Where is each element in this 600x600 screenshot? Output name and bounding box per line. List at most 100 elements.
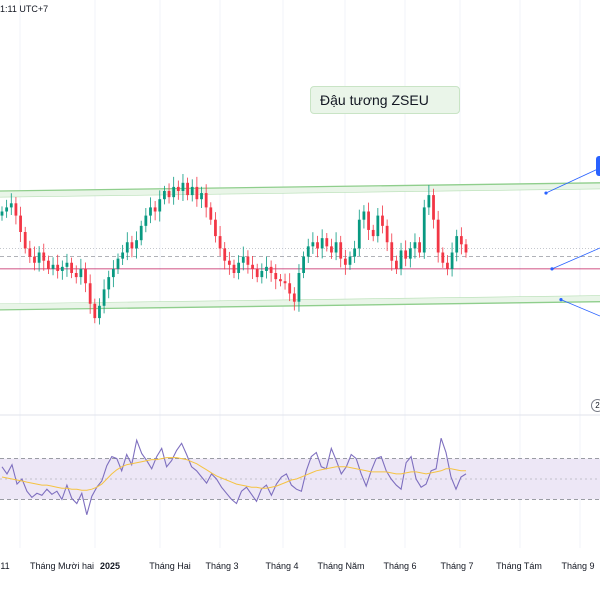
candle-body: [37, 252, 41, 263]
candle: [181, 173, 185, 202]
price-label-tab[interactable]: [596, 156, 600, 176]
candle: [37, 246, 41, 272]
candle-body: [116, 258, 120, 269]
candle-body: [181, 182, 185, 191]
candle-body: [28, 248, 32, 257]
candle-body: [84, 268, 87, 284]
candle-body: [297, 273, 301, 302]
candle-body: [149, 207, 152, 216]
candle: [279, 274, 282, 287]
candle: [306, 238, 310, 263]
candle-body: [65, 262, 69, 267]
candle: [23, 226, 27, 254]
candle: [251, 255, 254, 279]
candle-body: [385, 225, 389, 243]
candle: [9, 193, 13, 215]
x-axis-tick-label: Tháng 4: [265, 561, 298, 571]
candle-body: [427, 195, 431, 208]
candle-body: [464, 244, 468, 253]
candle-body: [441, 252, 445, 263]
candle-body: [446, 262, 449, 269]
candle: [464, 239, 468, 258]
candle-body: [176, 186, 180, 191]
candle-body: [23, 232, 27, 249]
candle-body: [111, 268, 115, 278]
candle: [441, 247, 445, 268]
candle: [385, 219, 389, 252]
candle: [28, 240, 32, 263]
candle-body: [279, 279, 282, 282]
candle-body: [316, 242, 319, 249]
candle-body: [432, 195, 435, 220]
candle-body: [74, 273, 78, 278]
candle-body: [395, 260, 398, 269]
candle: [376, 208, 380, 243]
candle-body: [348, 256, 352, 265]
timestamp-label: 1:11 UTC+7: [0, 4, 49, 14]
candle: [209, 202, 213, 225]
candle: [283, 273, 287, 290]
candle-body: [353, 248, 357, 257]
candle-body: [144, 215, 148, 226]
candle-body: [357, 219, 361, 249]
candle: [121, 244, 125, 266]
x-axis-tick-label: Tháng 3: [205, 561, 238, 571]
candle-body: [265, 266, 268, 271]
candle-body: [241, 256, 245, 263]
candle-body: [135, 240, 138, 249]
candle-body: [269, 266, 273, 273]
candle: [111, 260, 115, 288]
candle: [297, 264, 301, 312]
candle: [274, 264, 278, 290]
candle-body: [98, 305, 101, 319]
candle-body: [413, 242, 417, 249]
candle-body: [376, 215, 380, 237]
candle-body: [9, 203, 13, 208]
x-axis-tick-label: Tháng Hai: [149, 561, 191, 571]
candle-body: [107, 277, 111, 290]
x-axis-tick-label: Tháng 6: [383, 561, 416, 571]
candle: [450, 242, 454, 277]
candle-body: [399, 250, 403, 269]
candle-body: [408, 248, 412, 259]
candle: [320, 229, 324, 259]
candle-body: [139, 225, 143, 241]
callout-line: [560, 299, 600, 317]
x-axis-tick-label: Tháng Tám: [496, 561, 542, 571]
candle: [65, 253, 69, 277]
x-axis-tick-label: Tháng Năm: [317, 561, 364, 571]
candle: [237, 255, 241, 280]
upper-channel-line: [0, 182, 600, 192]
event-marker-icon[interactable]: 2: [591, 399, 600, 412]
candle: [427, 185, 431, 215]
chart-title-annotation[interactable]: Đậu tương ZSEU: [310, 86, 460, 114]
candle: [33, 246, 36, 271]
candle: [214, 212, 217, 243]
candle: [14, 196, 18, 225]
candle-body: [343, 258, 347, 265]
candle-body: [311, 242, 315, 247]
candle: [288, 273, 292, 302]
candle-body: [214, 219, 217, 237]
candle: [218, 226, 222, 256]
candle: [84, 262, 87, 293]
x-axis: 11 Tháng Mười hai 2025 Tháng Hai Tháng 3 Thán…: [0, 561, 594, 571]
candle: [422, 199, 426, 259]
candle-body: [362, 211, 366, 220]
candle: [195, 176, 199, 207]
candle-body: [88, 283, 92, 304]
candle: [302, 251, 305, 279]
candle: [51, 257, 55, 276]
candle: [135, 231, 138, 259]
candle: [70, 257, 73, 279]
candle: [446, 255, 449, 276]
candle-body: [204, 193, 208, 208]
candle: [232, 259, 236, 279]
candle-body: [223, 248, 227, 261]
candle-body: [102, 289, 106, 306]
candle: [167, 183, 171, 204]
candle-body: [292, 293, 296, 302]
candle: [163, 185, 166, 205]
candle: [42, 243, 46, 271]
candle: [455, 229, 459, 262]
